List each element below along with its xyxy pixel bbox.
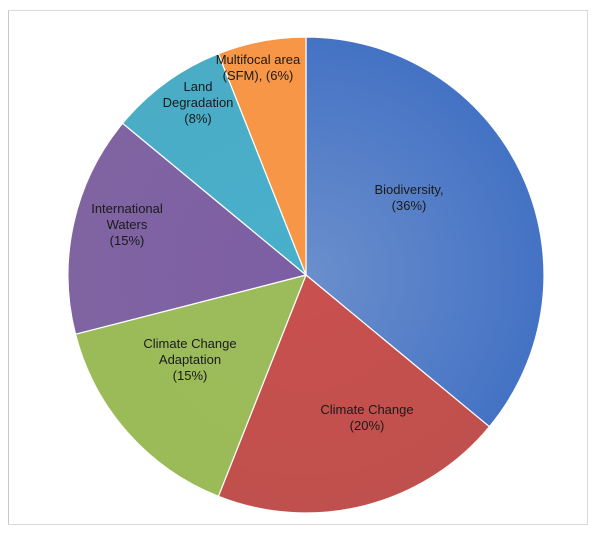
slice-biodiversity-36 — [305, 36, 545, 428]
slice-multifocal-area-sfm-6 — [217, 36, 307, 276]
slice-land-degradation-8 — [121, 52, 307, 276]
chart-area — [8, 10, 588, 525]
slice-climate-change-adaptation-15 — [74, 274, 307, 498]
label-climate-change-20: Climate Change (20%) — [320, 402, 413, 433]
label-multifocal-area-sfm-6: Multifocal area (SFM), (6%) — [216, 52, 301, 83]
label-biodiversity-36: Biodiversity, (36%) — [374, 182, 443, 213]
label-land-degradation-8: Land Degradation (8%) — [163, 79, 234, 126]
slice-international-waters-15 — [67, 122, 308, 335]
slice-climate-change-20 — [217, 274, 491, 514]
label-climate-change-adaptation-15: Climate Change Adaptation (15%) — [143, 336, 236, 383]
label-international-waters-15: International Waters (15%) — [91, 201, 163, 248]
